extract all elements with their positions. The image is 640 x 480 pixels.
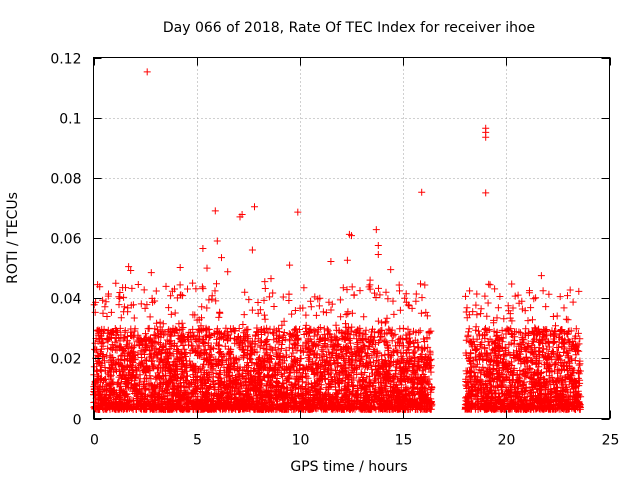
- points-layer: [90, 68, 585, 413]
- data-point: [348, 232, 355, 240]
- data-point: [482, 133, 490, 141]
- y-tick-label: 0.06: [50, 232, 81, 248]
- data-point: [418, 188, 426, 196]
- data-point: [261, 278, 269, 286]
- y-tick-label: 0.02: [50, 352, 81, 368]
- data-point: [125, 263, 133, 271]
- data-point: [199, 245, 207, 252]
- data-point: [147, 269, 155, 277]
- data-point: [211, 207, 219, 215]
- data-point: [203, 264, 211, 272]
- data-point: [176, 264, 184, 271]
- y-tick-label: 0.04: [50, 292, 81, 308]
- data-point: [294, 208, 302, 216]
- data-point: [248, 246, 256, 254]
- data-point: [251, 203, 258, 211]
- data-point: [374, 242, 382, 249]
- data-point: [286, 261, 294, 269]
- data-point: [96, 283, 104, 291]
- data-point: [537, 272, 545, 280]
- data-point: [374, 251, 382, 258]
- dense-data-band: [90, 279, 436, 413]
- x-tick-label: 5: [193, 433, 202, 449]
- data-point: [366, 276, 374, 284]
- data-point: [127, 267, 135, 274]
- dense-data-band: [461, 280, 585, 413]
- y-tick-label: 0: [73, 413, 82, 429]
- ticks-layer: 0 0.02 0.04 0.06 0.08 0.1 0.12 0 5 10 15 20 25: [50, 52, 619, 449]
- data-point: [224, 268, 232, 276]
- x-axis-label: GPS time / hours: [290, 459, 407, 475]
- data-point: [343, 256, 351, 264]
- data-point: [213, 237, 221, 245]
- data-point: [189, 279, 197, 287]
- data-point: [218, 254, 225, 262]
- chart-title: Day 066 of 2018, Rate Of TEC Index for r…: [163, 20, 535, 36]
- y-tick-label: 0.08: [50, 172, 81, 188]
- x-tick-label: 10: [292, 433, 310, 449]
- data-point: [372, 226, 380, 234]
- y-tick-label: 0.12: [50, 52, 81, 68]
- data-point: [236, 213, 244, 221]
- data-point: [327, 258, 335, 265]
- data-point: [143, 68, 151, 76]
- x-tick-label: 20: [498, 433, 516, 449]
- x-tick-label: 15: [395, 433, 413, 449]
- y-tick-label: 0.1: [59, 112, 81, 128]
- data-point: [482, 189, 490, 197]
- data-point: [267, 275, 275, 283]
- y-axis-label: ROTI / TECUs: [5, 192, 21, 284]
- x-tick-label: 0: [90, 433, 99, 449]
- x-tick-label: 25: [602, 433, 620, 449]
- data-point: [387, 266, 395, 274]
